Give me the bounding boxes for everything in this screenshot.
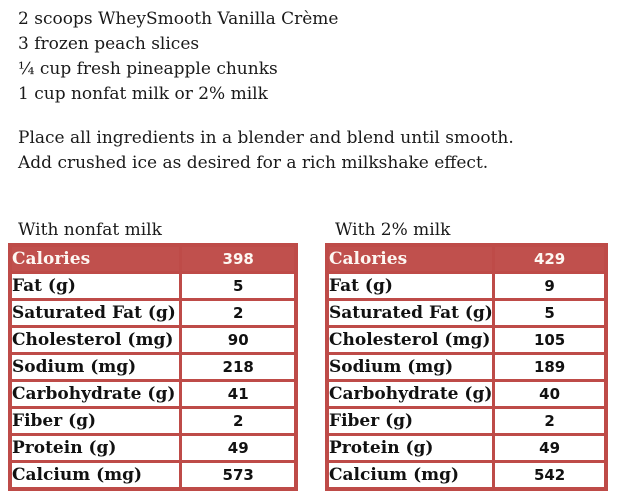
table-title-2pct-milk: With 2% milk xyxy=(335,220,451,240)
nutrition-value: 49 xyxy=(179,433,298,463)
nutrition-label: Protein (g) xyxy=(8,433,183,463)
nutrition-label: Calcium (mg) xyxy=(325,460,496,491)
nutrition-label: Saturated Fat (g) xyxy=(8,298,183,328)
nutrition-value: 9 xyxy=(492,271,608,301)
nutrition-label: Fiber (g) xyxy=(325,406,496,436)
table-row: Saturated Fat (g) 2 xyxy=(8,298,298,328)
instructions: Place all ingredients in a blender and b… xyxy=(18,126,620,176)
nutrition-label: Calories xyxy=(8,243,183,274)
nutrition-value: 49 xyxy=(492,433,608,463)
nutrition-label: Fat (g) xyxy=(325,271,496,301)
nutrition-label: Cholesterol (mg) xyxy=(325,325,496,355)
nutrition-table-2pct-milk: With 2% milk Calories 429 Fat (g) 9 Satu… xyxy=(325,220,608,491)
table-row: Protein (g) 49 xyxy=(8,433,298,463)
table-row: Carbohydrate (g) 41 xyxy=(8,379,298,409)
table-row: Sodium (mg) 218 xyxy=(8,352,298,382)
table-row: Fat (g) 5 xyxy=(8,271,298,301)
instruction-line: Place all ingredients in a blender and b… xyxy=(18,128,514,148)
nonfat-milk-table: Calories 398 Fat (g) 5 Saturated Fat (g)… xyxy=(8,243,298,491)
nutrition-label: Calcium (mg) xyxy=(8,460,183,491)
nutrition-label: Calories xyxy=(325,243,496,274)
nutrition-value: 398 xyxy=(179,243,298,274)
nutrition-value: 189 xyxy=(492,352,608,382)
table-row: Calories 429 xyxy=(325,243,608,274)
nutrition-value: 429 xyxy=(492,243,608,274)
nutrition-value: 2 xyxy=(179,406,298,436)
nutrition-value: 40 xyxy=(492,379,608,409)
nutrition-value: 105 xyxy=(492,325,608,355)
table-row: Calories 398 xyxy=(8,243,298,274)
ingredient-line: 1 cup nonfat milk or 2% milk xyxy=(18,84,268,104)
nutrition-value: 2 xyxy=(492,406,608,436)
ingredient-line: 3 frozen peach slices xyxy=(18,34,200,54)
nutrition-label: Protein (g) xyxy=(325,433,496,463)
nutrition-value: 5 xyxy=(179,271,298,301)
table-row: Fiber (g) 2 xyxy=(8,406,298,436)
nutrition-label: Saturated Fat (g) xyxy=(325,298,496,328)
table-row: Protein (g) 49 xyxy=(325,433,608,463)
ingredient-line: ¼ cup fresh pineapple chunks xyxy=(18,59,278,79)
table-row: Fat (g) 9 xyxy=(325,271,608,301)
nutrition-label: Carbohydrate (g) xyxy=(325,379,496,409)
nutrition-label: Carbohydrate (g) xyxy=(8,379,183,409)
nutrition-value: 90 xyxy=(179,325,298,355)
nutrition-label: Fiber (g) xyxy=(8,406,183,436)
2pct-milk-table: Calories 429 Fat (g) 9 Saturated Fat (g)… xyxy=(325,243,608,491)
nutrition-tables: With nonfat milk Calories 398 Fat (g) 5 … xyxy=(8,220,620,491)
table-row: Calcium (mg) 542 xyxy=(325,460,608,491)
ingredient-line: 2 scoops WheySmooth Vanilla Crème xyxy=(18,9,339,29)
table-row: Saturated Fat (g) 5 xyxy=(325,298,608,328)
nutrition-table-nonfat-milk: With nonfat milk Calories 398 Fat (g) 5 … xyxy=(8,220,298,491)
nutrition-label: Sodium (mg) xyxy=(325,352,496,382)
table-row: Carbohydrate (g) 40 xyxy=(325,379,608,409)
table-row: Cholesterol (mg) 105 xyxy=(325,325,608,355)
table-row: Sodium (mg) 189 xyxy=(325,352,608,382)
nutrition-value: 2 xyxy=(179,298,298,328)
ingredients-list: 2 scoops WheySmooth Vanilla Crème 3 froz… xyxy=(18,0,620,107)
nutrition-label: Sodium (mg) xyxy=(8,352,183,382)
table-title-nonfat-milk: With nonfat milk xyxy=(18,220,162,240)
nutrition-value: 218 xyxy=(179,352,298,382)
table-row: Fiber (g) 2 xyxy=(325,406,608,436)
nutrition-value: 5 xyxy=(492,298,608,328)
nutrition-value: 542 xyxy=(492,460,608,491)
nutrition-label: Fat (g) xyxy=(8,271,183,301)
nutrition-value: 41 xyxy=(179,379,298,409)
nutrition-value: 573 xyxy=(179,460,298,491)
instruction-line: Add crushed ice as desired for a rich mi… xyxy=(18,153,489,173)
nutrition-label: Cholesterol (mg) xyxy=(8,325,183,355)
table-row: Calcium (mg) 573 xyxy=(8,460,298,491)
table-row: Cholesterol (mg) 90 xyxy=(8,325,298,355)
